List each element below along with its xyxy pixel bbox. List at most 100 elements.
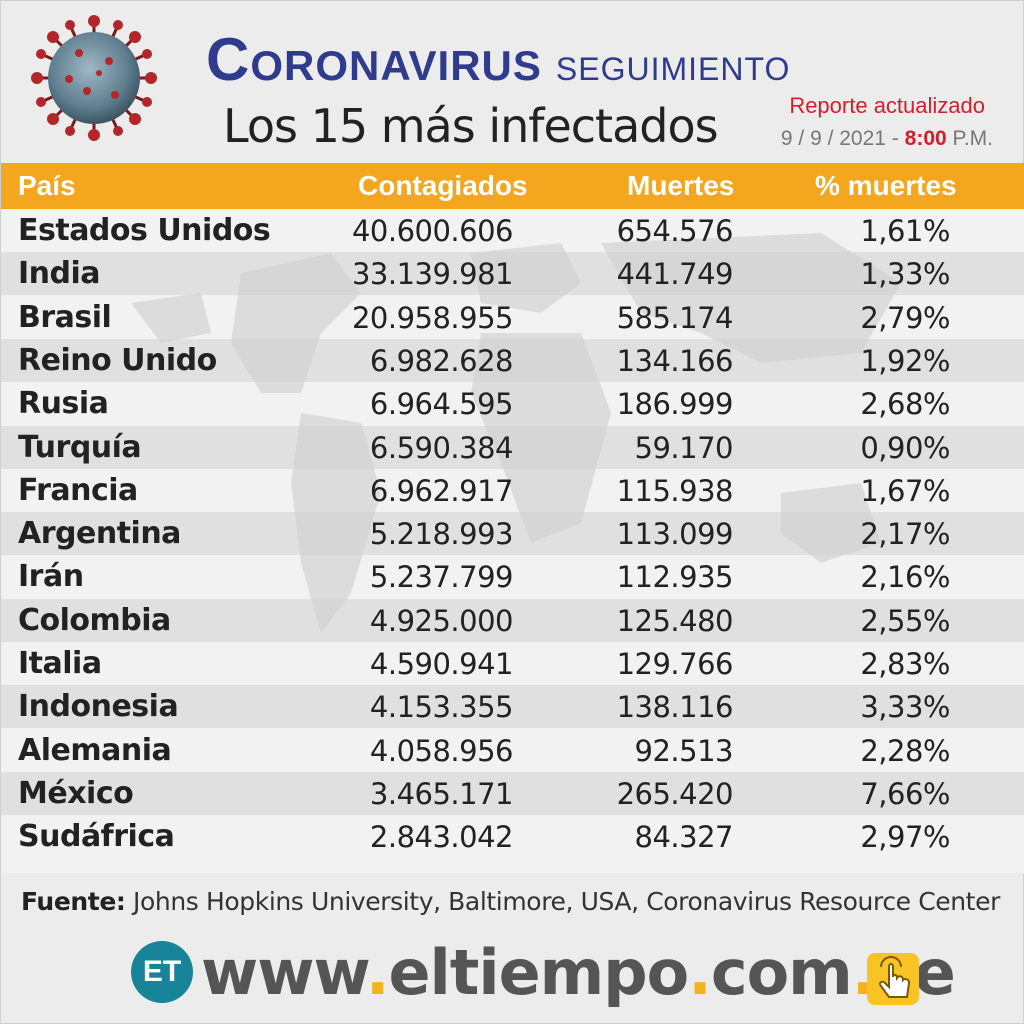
- deaths-cell: 134.166: [616, 343, 734, 378]
- pct-cell: 2,83%: [860, 647, 950, 681]
- cases-cell: 20.958.955: [351, 300, 514, 335]
- deaths-cell: 113.099: [616, 517, 734, 552]
- pct-cell: 2,68%: [860, 387, 950, 422]
- url-www: www: [201, 936, 367, 1009]
- cases-cell: 3.465.171: [369, 776, 514, 811]
- column-header-pct: % muertes: [815, 170, 957, 201]
- page-title: Coronavirus seguimiento: [206, 25, 790, 94]
- deaths-cell: 654.576: [616, 214, 734, 248]
- table-row: Estados Unidos 40.600.606 654.576 1,61%: [1, 209, 1024, 252]
- date-value: 9 / 9 / 2021 -: [780, 127, 899, 150]
- coronavirus-image: [31, 15, 157, 141]
- table-header: País Contagiados Muertes % muertes: [1, 163, 1024, 209]
- subtitle-prefix: Los: [223, 99, 298, 153]
- cases-cell: 4.590.941: [369, 647, 514, 681]
- deaths-cell: 129.766: [616, 647, 734, 681]
- table-row: Reino Unido 6.982.628 134.166 1,92%: [1, 338, 1024, 382]
- deaths-cell: 265.420: [616, 776, 734, 811]
- cases-cell: 40.600.606: [351, 214, 514, 248]
- country-cell: India: [18, 256, 101, 292]
- report-label: Reporte actualizado: [789, 93, 985, 118]
- table-row: Colombia 4.925.000 125.480 2,55%: [1, 598, 1024, 642]
- pct-cell: 1,92%: [860, 343, 950, 378]
- time-value: 8:00: [904, 127, 947, 150]
- pct-cell: 2,17%: [860, 517, 950, 552]
- deaths-cell: 59.170: [634, 430, 734, 465]
- deaths-cell: 112.935: [616, 560, 734, 595]
- table-row: Italia 4.590.941 129.766 2,83%: [1, 642, 1024, 685]
- cases-cell: 5.237.799: [369, 560, 514, 595]
- source-label: Fuente:: [21, 887, 126, 916]
- country-cell: Rusia: [18, 386, 109, 422]
- table-row: Sudáfrica 2.843.042 84.327 2,97%: [1, 815, 1024, 858]
- pct-cell: 2,79%: [860, 300, 950, 335]
- country-cell: Indonesia: [18, 689, 179, 725]
- subtitle: Los 15 más infectados: [223, 99, 719, 153]
- title-light: seguimiento: [555, 38, 791, 90]
- table-row: Turquía 6.590.384 59.170 0,90%: [1, 425, 1024, 469]
- pct-cell: 1,61%: [860, 214, 950, 248]
- table-row: Brasil 20.958.955 585.174 2,79%: [1, 296, 1024, 339]
- country-cell: Francia: [18, 472, 138, 508]
- deaths-cell: 84.327: [634, 820, 734, 855]
- pct-cell: 7,66%: [860, 776, 950, 811]
- deaths-cell: 115.938: [616, 473, 734, 508]
- country-cell: Estados Unidos: [18, 213, 271, 248]
- pct-cell: 2,55%: [860, 603, 950, 638]
- cases-cell: 4.925.000: [369, 603, 514, 638]
- pct-cell: 0,90%: [860, 430, 950, 465]
- table-row: Francia 6.962.917 115.938 1,67%: [1, 469, 1024, 512]
- url-dot: .: [365, 936, 390, 1009]
- country-cell: México: [18, 775, 134, 811]
- cases-cell: 4.058.956: [369, 733, 514, 768]
- pct-cell: 1,67%: [860, 473, 950, 508]
- country-cell: Reino Unido: [18, 342, 217, 378]
- cases-cell: 6.964.595: [369, 387, 514, 422]
- deaths-cell: 125.480: [616, 603, 734, 638]
- country-cell: Turquía: [18, 429, 142, 465]
- table-row: Argentina 5.218.993 113.099 2,17%: [1, 512, 1024, 556]
- ampm-value: P.M.: [952, 127, 993, 150]
- table-row: Rusia 6.964.595 186.999 2,68%: [1, 382, 1024, 425]
- cases-cell: 33.139.981: [351, 257, 514, 292]
- column-header-deaths: Muertes: [627, 170, 735, 201]
- table-row: Irán 5.237.799 112.935 2,16%: [1, 555, 1024, 598]
- table-row: Alemania 4.058.956 92.513 2,28%: [1, 729, 1024, 772]
- source-text: Johns Hopkins University, Baltimore, USA…: [133, 887, 1000, 916]
- table-row: Indonesia 4.153.355 138.116 3,33%: [1, 685, 1024, 729]
- country-cell: Colombia: [18, 602, 171, 638]
- country-cell: Italia: [18, 646, 102, 681]
- cases-cell: 6.962.917: [369, 473, 514, 508]
- eltiempo-logo: ET: [131, 941, 193, 1003]
- url-com: com: [710, 936, 853, 1009]
- country-cell: Irán: [18, 559, 84, 595]
- pct-cell: 2,97%: [860, 820, 950, 855]
- table-row: México 3.465.171 265.420 7,66%: [1, 771, 1024, 815]
- subtitle-number: 15: [310, 99, 369, 153]
- title-bold: Coronavirus: [206, 26, 542, 93]
- deaths-cell: 186.999: [616, 387, 734, 422]
- column-header-cases: Contagiados: [358, 170, 528, 201]
- cases-cell: 6.590.384: [369, 430, 514, 465]
- country-cell: Alemania: [18, 732, 172, 768]
- column-header-country: País: [18, 170, 76, 201]
- pct-cell: 2,28%: [860, 733, 950, 768]
- country-cell: Sudáfrica: [18, 819, 175, 855]
- country-cell: Brasil: [18, 299, 112, 335]
- cases-cell: 5.218.993: [369, 517, 514, 552]
- url-dot: .: [688, 936, 712, 1009]
- website-url[interactable]: www.eltiempo.com.ve: [201, 936, 956, 1009]
- deaths-cell: 441.749: [616, 257, 734, 292]
- deaths-cell: 585.174: [616, 300, 734, 335]
- subtitle-suffix: más infectados: [380, 99, 719, 153]
- report-date: 9 / 9 / 2021 - 8:00 P.M.: [781, 127, 993, 151]
- cases-cell: 6.982.628: [369, 343, 514, 378]
- pct-cell: 1,33%: [860, 257, 950, 292]
- source-line: Fuente: Johns Hopkins University, Baltim…: [21, 887, 1000, 916]
- pct-cell: 3,33%: [860, 690, 950, 725]
- cases-cell: 4.153.355: [369, 690, 514, 725]
- deaths-cell: 138.116: [616, 690, 734, 725]
- url-name: eltiempo: [388, 936, 689, 1009]
- deaths-cell: 92.513: [634, 733, 734, 768]
